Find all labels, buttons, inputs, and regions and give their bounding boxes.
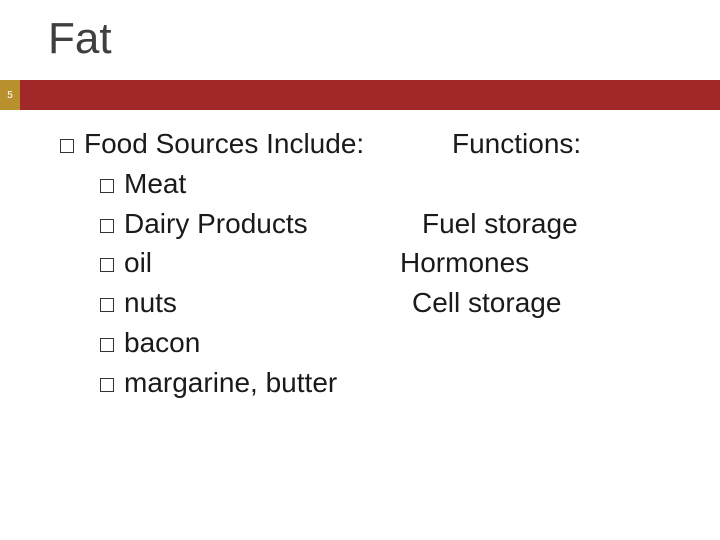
bullet-icon (100, 219, 114, 233)
food-item: margarine, butter (124, 367, 337, 398)
right-item-cell (400, 363, 690, 403)
bullet-icon (60, 139, 74, 153)
bullet-icon (100, 378, 114, 392)
page-number-tab: 5 (0, 80, 20, 110)
bullet-icon (100, 179, 114, 193)
heading-row: Food Sources Include: Functions: (60, 124, 690, 164)
right-heading-cell: Functions: (400, 124, 690, 164)
function-item: Cell storage (412, 287, 561, 318)
slide-title: Fat (48, 14, 112, 64)
accent-bar (0, 80, 720, 110)
left-item-cell: Meat (100, 164, 400, 204)
functions-heading: Functions: (452, 128, 581, 159)
right-item-cell (400, 323, 690, 363)
item-row-3: nuts Cell storage (100, 283, 690, 323)
item-row-1: Dairy Products Fuel storage (100, 204, 690, 244)
left-item-cell: nuts (100, 283, 400, 323)
left-item-cell: Dairy Products (100, 204, 400, 244)
left-heading-cell: Food Sources Include: (60, 124, 400, 164)
bullet-icon (100, 298, 114, 312)
right-item-cell: Cell storage (400, 283, 690, 323)
function-item: Fuel storage (422, 208, 578, 239)
food-item: Meat (124, 168, 186, 199)
slide-body: Food Sources Include: Functions: Meat Da… (60, 124, 690, 402)
left-item-cell: oil (100, 243, 400, 283)
food-item: Dairy Products (124, 208, 308, 239)
item-row-5: margarine, butter (100, 363, 690, 403)
item-row-2: oil Hormones (100, 243, 690, 283)
left-item-cell: bacon (100, 323, 400, 363)
function-item: Hormones (400, 247, 529, 278)
food-item: nuts (124, 287, 177, 318)
food-sources-heading: Food Sources Include: (84, 128, 364, 159)
right-item-cell: Fuel storage (400, 204, 690, 244)
food-item: bacon (124, 327, 200, 358)
right-item-cell (400, 164, 690, 204)
item-row-4: bacon (100, 323, 690, 363)
item-row-0: Meat (100, 164, 690, 204)
left-item-cell: margarine, butter (100, 363, 400, 403)
bullet-icon (100, 338, 114, 352)
bullet-icon (100, 258, 114, 272)
food-item: oil (124, 247, 152, 278)
right-item-cell: Hormones (400, 243, 690, 283)
